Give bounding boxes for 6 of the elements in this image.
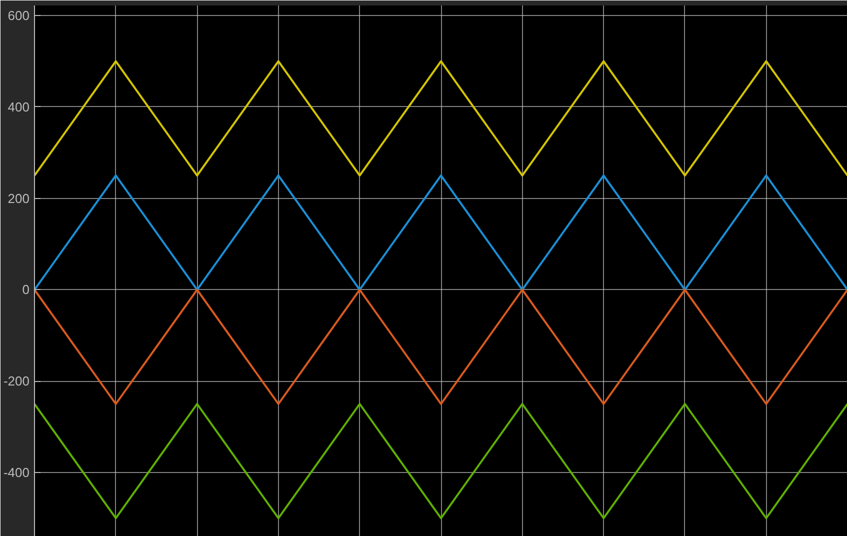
y-tick-label: -200: [3, 374, 30, 389]
y-tick-label: 0: [22, 282, 30, 298]
y-tick-label: 400: [8, 99, 30, 114]
y-tick-label: 200: [8, 190, 30, 206]
y-tick-label: -400: [3, 465, 30, 480]
y-tick-label: 600: [8, 8, 30, 24]
